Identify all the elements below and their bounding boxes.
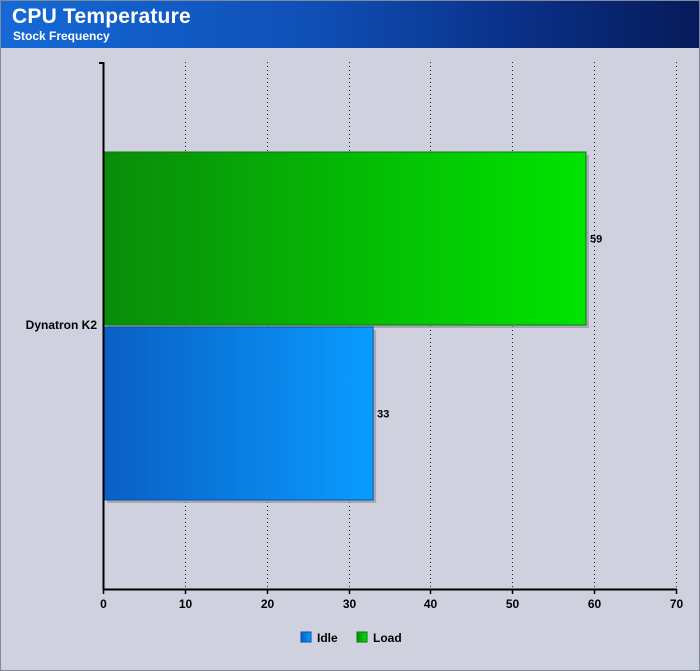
x-tick-label-50: 50 (506, 597, 520, 611)
bars (103, 151, 589, 503)
bar-idle (103, 326, 374, 501)
chart-title: CPU Temperature (12, 5, 191, 28)
axes (99, 62, 678, 594)
chart-header: CPU Temperature Stock Frequency (1, 1, 699, 48)
legend: Idle Load (300, 631, 402, 645)
labels: 59 33 0 10 20 30 40 50 60 70 Dynatron K2 (26, 234, 684, 612)
x-tick-label-60: 60 (588, 597, 602, 611)
legend-label-idle: Idle (317, 631, 338, 645)
data-label-load: 59 (590, 234, 602, 246)
legend-label-load: Load (373, 631, 402, 645)
x-tick-label-10: 10 (179, 597, 193, 611)
x-tick-label-70: 70 (670, 597, 684, 611)
legend-swatch-idle (300, 631, 312, 643)
data-label-idle: 33 (377, 409, 389, 421)
x-tick-label-30: 30 (343, 597, 357, 611)
chart-subtitle: Stock Frequency (13, 29, 110, 43)
category-label: Dynatron K2 (26, 318, 98, 332)
x-tick-label-0: 0 (100, 597, 107, 611)
x-tick-label-20: 20 (261, 597, 275, 611)
bar-load (103, 151, 587, 326)
x-tick-label-40: 40 (424, 597, 438, 611)
legend-swatch-load (356, 631, 368, 643)
